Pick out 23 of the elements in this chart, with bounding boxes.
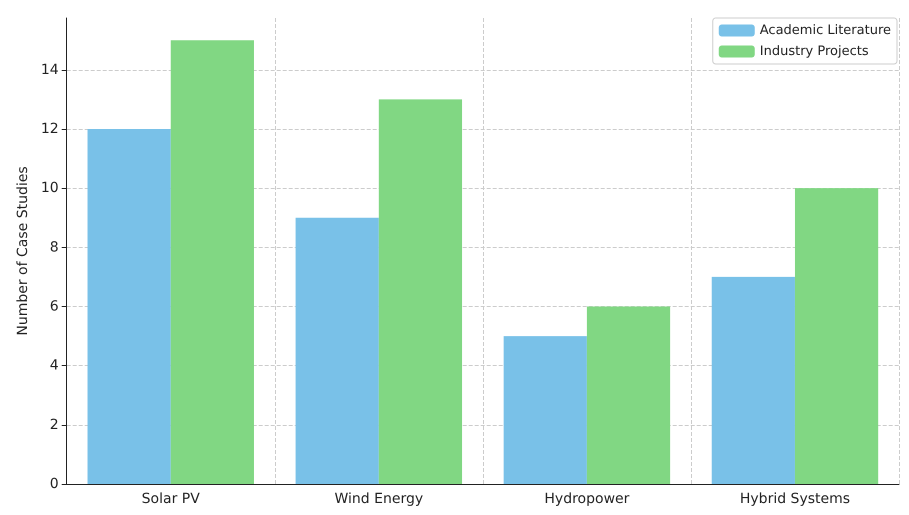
y-tick-label: 4 (50, 358, 59, 374)
x-tick-label: Hybrid Systems (740, 491, 850, 507)
legend-label: Academic Literature (760, 23, 892, 38)
bar (296, 218, 379, 484)
y-tick-label: 14 (40, 62, 59, 78)
y-tick-label: 12 (40, 120, 59, 137)
bar (504, 336, 587, 484)
y-tick-label: 8 (50, 239, 59, 256)
y-tick-label: 0 (50, 476, 59, 492)
bar (794, 188, 878, 484)
x-tick-label: Wind Energy (334, 491, 424, 507)
y-tick-label: 10 (40, 180, 59, 196)
x-tick-label: Solar PV (142, 491, 200, 507)
bar (712, 276, 795, 484)
legend-label: Industry Projects (760, 44, 869, 59)
bar (378, 99, 462, 484)
y-axis-title: Number of Case Studies (15, 166, 31, 336)
bar (586, 306, 670, 484)
x-tick-label: Hydropower (544, 491, 630, 507)
y-tick-label: 6 (50, 298, 59, 314)
bar (170, 40, 254, 484)
bar (88, 128, 171, 484)
y-tick-label: 2 (50, 416, 59, 433)
